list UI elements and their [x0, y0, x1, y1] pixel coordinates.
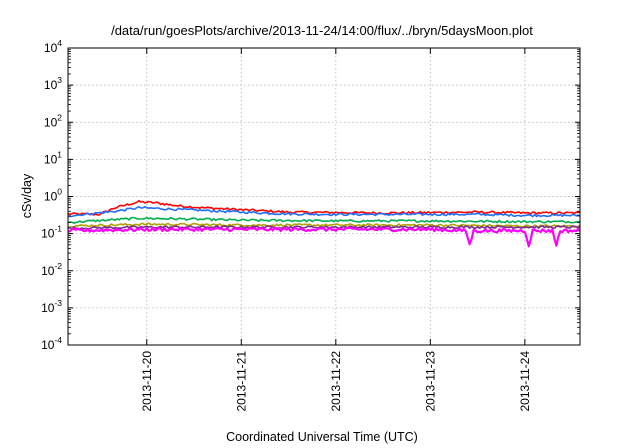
series-line-2: [68, 205, 581, 218]
x-tick-label: 2013-11-23: [423, 351, 437, 412]
data-series: [67, 199, 581, 248]
y-axis-label: cSv/day: [20, 173, 34, 218]
x-tick-label: 2013-11-21: [234, 351, 248, 412]
x-axis-label: Coordinated Universal Time (UTC): [226, 430, 418, 444]
x-tick-label: 2013-11-24: [518, 351, 532, 412]
series-line-3: [67, 216, 581, 224]
x-tick-label: 2013-11-20: [140, 351, 154, 412]
series-line-4: [67, 222, 581, 228]
chart-title: /data/run/goesPlots/archive/2013-11-24/1…: [111, 23, 533, 38]
series-line-6: [67, 226, 581, 248]
grid-lines: [68, 48, 580, 345]
series-line-1: [67, 199, 581, 216]
x-tick-label: 2013-11-22: [329, 351, 343, 412]
